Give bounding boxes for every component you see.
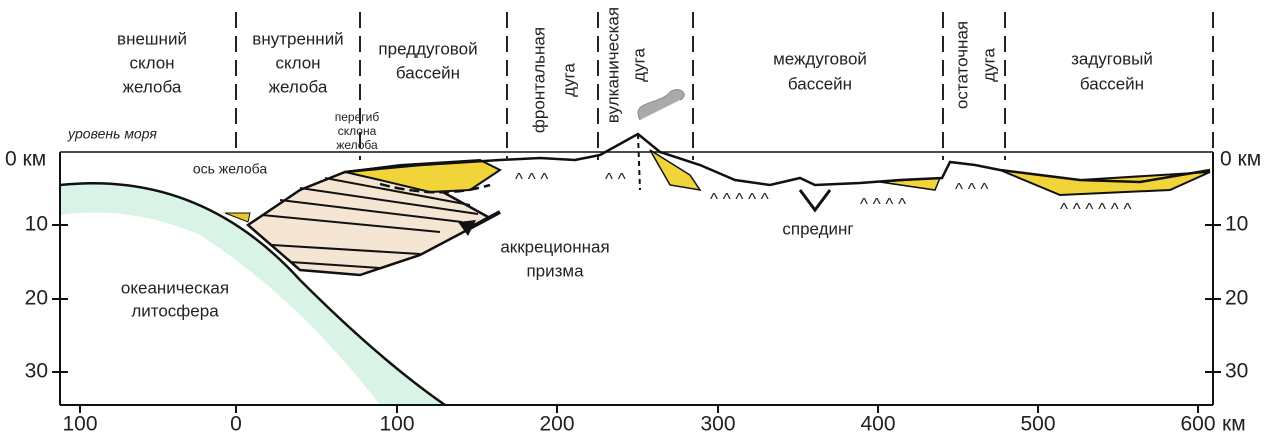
zone-label: бассейн xyxy=(788,74,852,93)
distance-label: 300 xyxy=(700,413,735,436)
zone-dividers xyxy=(236,12,1213,160)
annotation: спрединг xyxy=(782,219,853,238)
annotation: призма xyxy=(526,261,584,280)
svg-text:^ ^ ^ ^ ^: ^ ^ ^ ^ ^ xyxy=(710,189,769,208)
distance-label: 200 xyxy=(539,413,574,436)
geology: ^ ^ ^ ^ ^ ^ ^ ^ ^ ^ ^ ^ ^ ^ ^ ^ ^ ^ ^ ^ ^ ^ ^ xyxy=(60,90,1210,405)
svg-text:^ ^: ^ ^ xyxy=(605,169,626,188)
distance-label: 100 xyxy=(379,413,414,436)
distance-label: 100 xyxy=(62,413,97,436)
depth-label: 10 xyxy=(25,213,48,236)
distance-label: 500 xyxy=(1020,413,1055,436)
zone-label: склон xyxy=(129,53,174,72)
distance-label: 600 xyxy=(1180,413,1215,436)
zone-label: преддуговой xyxy=(378,39,477,58)
depth-label: 30 xyxy=(25,360,48,383)
svg-text:^ ^ ^: ^ ^ ^ xyxy=(515,169,548,188)
zone-label: бассейн xyxy=(1080,74,1144,93)
annotation: литосфера xyxy=(131,301,219,320)
sea-level: уровень моря xyxy=(67,126,157,142)
zone-labels: внешний склон желоба внутренний склон же… xyxy=(117,7,1153,133)
zone-label: склон xyxy=(275,53,320,72)
zone-label: внешний xyxy=(117,29,187,48)
zone-label: внутренний xyxy=(252,29,343,48)
distance-label: 0 xyxy=(230,413,242,436)
zone-label: междуговой xyxy=(773,49,867,68)
annotation: аккреционная xyxy=(500,237,609,256)
cross-section: ^ ^ ^ ^ ^ ^ ^ ^ ^ ^ ^ ^ ^ ^ ^ ^ ^ ^ ^ ^ ^ ^ ^… xyxy=(0,0,1276,438)
zone-label: вулканическая xyxy=(603,7,622,123)
zone-label: задуговый xyxy=(1071,49,1153,68)
zone-label: дуга xyxy=(629,48,648,82)
zone-label: дуга xyxy=(559,63,578,97)
zone-label: желоба xyxy=(123,77,182,96)
depth-label: 0 км xyxy=(5,148,46,171)
depth-label: 20 xyxy=(1225,287,1248,310)
depth-label: 20 xyxy=(25,287,48,310)
depth-label: 30 xyxy=(1225,360,1248,383)
annotation: желоба xyxy=(336,138,378,152)
zone-label: желоба xyxy=(269,77,328,96)
zone-label: бассейн xyxy=(396,63,460,82)
distance-unit: км xyxy=(1222,413,1246,436)
zone-label: остаточная xyxy=(952,21,971,109)
annotation: ось желоба xyxy=(193,161,267,177)
annotation: перегиб xyxy=(335,110,380,124)
zone-label: фронтальная xyxy=(529,27,548,133)
annotation: склона xyxy=(338,124,377,138)
svg-text:^ ^ ^ ^ ^ ^: ^ ^ ^ ^ ^ ^ xyxy=(1060,199,1132,218)
svg-text:^ ^ ^: ^ ^ ^ xyxy=(955,179,988,198)
distance-label: 400 xyxy=(860,413,895,436)
svg-text:^ ^ ^ ^: ^ ^ ^ ^ xyxy=(860,194,906,213)
annotation: океаническая xyxy=(121,278,229,297)
zone-label: дуга xyxy=(979,48,998,82)
depth-label: 10 xyxy=(1225,213,1248,236)
depth-label: 0 км xyxy=(1220,148,1261,171)
